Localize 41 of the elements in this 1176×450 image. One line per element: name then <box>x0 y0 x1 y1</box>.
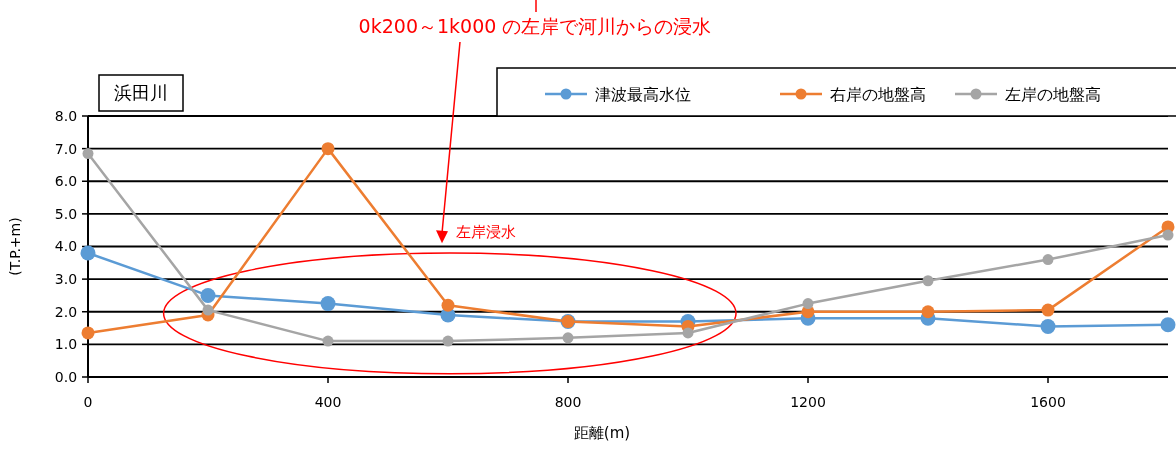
point <box>320 296 336 312</box>
y-tick-label: 8.0 <box>54 107 78 124</box>
x-tick-label: 800 <box>554 394 582 410</box>
legend-label: 右岸の地盤高 <box>830 84 926 104</box>
point <box>921 305 935 319</box>
y-tick-label: 2.0 <box>54 303 78 320</box>
point <box>200 287 216 303</box>
point <box>682 327 694 339</box>
point <box>562 332 574 344</box>
point <box>81 326 95 340</box>
point <box>1042 254 1054 266</box>
point <box>1041 303 1055 317</box>
y-tick-label: 1.0 <box>54 336 78 353</box>
legend-label: 津波最高水位 <box>595 84 691 104</box>
y-tick-label: 5.0 <box>54 205 78 222</box>
x-tick-label: 1200 <box>790 394 826 410</box>
point <box>80 245 96 261</box>
y-tick-label: 3.0 <box>54 271 78 288</box>
x-axis-title: 距離(m) <box>573 424 631 442</box>
point <box>322 335 334 347</box>
point <box>802 298 814 310</box>
point <box>202 304 214 316</box>
point <box>441 298 455 312</box>
x-tick-label: 0 <box>83 394 93 410</box>
chart-title: 浜田川 <box>114 82 168 104</box>
annotation: 左岸浸水 <box>456 223 516 242</box>
point <box>922 275 934 287</box>
point <box>1160 317 1176 333</box>
legend-label: 左岸の地盤高 <box>1005 84 1101 104</box>
point <box>1162 229 1174 241</box>
y-tick-label: 0.0 <box>54 368 78 385</box>
y-tick-label: 4.0 <box>54 238 78 255</box>
point <box>321 142 335 156</box>
point <box>442 335 454 347</box>
y-tick-label: 6.0 <box>54 173 78 190</box>
x-tick-label: 400 <box>314 394 342 410</box>
text: 0k200～1k000 の左岸で河川からの浸水 <box>358 14 712 37</box>
y-tick-label: 7.0 <box>54 140 78 157</box>
point <box>1040 318 1056 334</box>
x-tick-label: 1600 <box>1030 394 1066 410</box>
y-axis-title: (T.P.+m) <box>7 217 23 276</box>
